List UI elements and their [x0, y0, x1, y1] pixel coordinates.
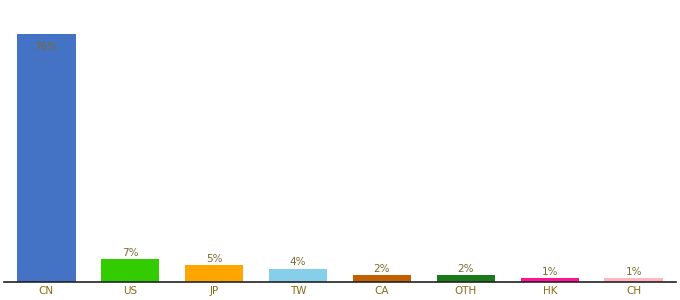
- Text: 5%: 5%: [206, 254, 222, 264]
- Text: 2%: 2%: [374, 264, 390, 274]
- Bar: [101, 259, 160, 282]
- Bar: [269, 268, 327, 282]
- Bar: [605, 278, 663, 282]
- Bar: [17, 34, 75, 282]
- Bar: [437, 275, 495, 282]
- Text: 1%: 1%: [542, 267, 558, 277]
- Bar: [520, 278, 579, 282]
- Text: 76%: 76%: [35, 42, 58, 52]
- Bar: [185, 265, 243, 282]
- Text: 7%: 7%: [122, 248, 138, 257]
- Bar: [353, 275, 411, 282]
- Text: 4%: 4%: [290, 257, 306, 267]
- Text: 2%: 2%: [458, 264, 474, 274]
- Text: 1%: 1%: [626, 267, 642, 277]
